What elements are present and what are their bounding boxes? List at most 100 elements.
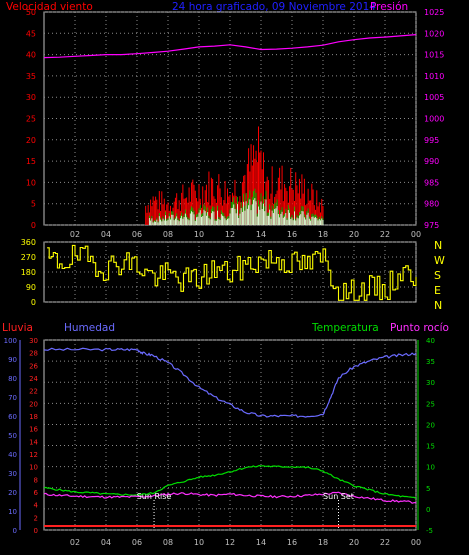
hour-tick-label: 10 xyxy=(194,230,204,239)
wind-direction-tick-label: 0 xyxy=(31,298,36,307)
hour-tick-label: 22 xyxy=(380,230,390,239)
humidity-tick-label: 22 xyxy=(29,388,38,396)
wind-speed-tick-label: 40 xyxy=(26,51,36,60)
pressure-line xyxy=(43,34,417,59)
rain-tick-label: 30 xyxy=(8,470,17,478)
dewpoint-line xyxy=(43,491,417,504)
humidity-tick-label: 10 xyxy=(29,464,38,472)
compass-s: S xyxy=(434,269,441,282)
pressure-tick-label: 1020 xyxy=(424,29,444,38)
humidity-temp-grid xyxy=(44,339,417,531)
wind-direction-tick-label: 270 xyxy=(21,253,36,262)
hour-tick-label: 10 xyxy=(194,538,204,547)
rain-tick-label: 70 xyxy=(8,394,17,402)
humidity-tick-label: 4 xyxy=(34,502,39,510)
humidity-tick-label: 18 xyxy=(29,413,38,421)
humidity-title: Humedad xyxy=(64,322,115,334)
humidity-temp-x-axis: 02 04 06 08 10 12 14 16 18 20 22 00 xyxy=(70,538,421,547)
wind-speed-tick-label: 15 xyxy=(26,157,36,166)
hour-tick-label: 20 xyxy=(349,230,359,239)
sun-events: Sun Rise Sun Set xyxy=(137,492,354,530)
rain-title: Lluvia xyxy=(2,322,33,334)
humidity-line xyxy=(43,347,417,418)
hour-tick-label: 12 xyxy=(225,230,235,239)
hour-tick-label: 12 xyxy=(225,538,235,547)
compass-axis: N W S E N xyxy=(434,239,445,312)
humidity-tick-label: 26 xyxy=(29,362,38,370)
dewpoint-title: Punto rocío xyxy=(390,322,449,334)
humidity-tick-label: 14 xyxy=(29,438,38,446)
temperature-tick-label: -5 xyxy=(426,527,433,535)
hour-tick-label: 04 xyxy=(101,230,111,239)
temperature-tick-label: 35 xyxy=(426,358,435,366)
date-title: 24 hora graficado, 09 Noviembre 2014 xyxy=(172,1,376,13)
temperature-line xyxy=(43,464,417,499)
temperature-y-axis: -5 0 5 10 15 20 25 30 35 40 xyxy=(417,337,435,535)
wind-direction-tick-label: 180 xyxy=(21,268,36,277)
wind-series xyxy=(145,126,324,225)
wind-speed-tick-label: 35 xyxy=(26,72,36,81)
temperature-tick-label: 25 xyxy=(426,400,435,408)
hour-tick-label: 00 xyxy=(411,538,421,547)
rain-tick-label: 0 xyxy=(13,527,17,535)
compass-n-bottom: N xyxy=(434,299,442,312)
hour-tick-label: 06 xyxy=(132,538,142,547)
rain-tick-label: 20 xyxy=(8,489,17,497)
pressure-tick-label: 985 xyxy=(424,178,439,187)
temperature-title: Temperatura xyxy=(311,322,379,334)
wind-direction-grid xyxy=(44,241,417,303)
wind-direction-panel: 0 90 180 270 360 N W S E N xyxy=(21,238,445,312)
wind-direction-tick-label: 360 xyxy=(21,238,36,247)
humidity-tick-label: 8 xyxy=(34,476,38,484)
humidity-tick-label: 6 xyxy=(34,489,39,497)
pressure-tick-label: 1000 xyxy=(424,115,444,124)
wind-pressure-grid xyxy=(44,11,417,226)
compass-e: E xyxy=(434,284,441,297)
compass-n-top: N xyxy=(434,239,442,252)
pressure-tick-label: 1005 xyxy=(424,93,444,102)
compass-w: W xyxy=(434,254,445,267)
pressure-tick-label: 995 xyxy=(424,136,439,145)
wind-direction-tick-label: 90 xyxy=(26,283,36,292)
temperature-tick-label: 0 xyxy=(426,506,430,514)
sunset-label: Sun Set xyxy=(323,492,354,501)
rain-tick-label: 60 xyxy=(8,413,17,421)
humidity-tick-label: 28 xyxy=(29,350,38,358)
wind-speed-tick-label: 30 xyxy=(26,93,36,102)
temperature-tick-label: 5 xyxy=(426,485,430,493)
pressure-tick-label: 1025 xyxy=(424,8,444,17)
wind-speed-y-axis: 0 5 10 15 20 25 30 35 40 45 50 xyxy=(26,8,36,230)
wind-speed-tick-label: 25 xyxy=(26,115,36,124)
temperature-tick-label: 40 xyxy=(426,337,435,345)
humidity-tick-label: 30 xyxy=(29,337,38,345)
humidity-tick-label: 20 xyxy=(29,400,38,408)
hour-tick-label: 14 xyxy=(256,230,266,239)
humidity-tick-label: 0 xyxy=(34,527,38,535)
rain-tick-label: 40 xyxy=(8,451,17,459)
hour-tick-label: 00 xyxy=(411,230,421,239)
wind-direction-y-axis: 0 90 180 270 360 xyxy=(21,238,36,307)
pressure-title: Presión xyxy=(370,1,408,13)
pressure-tick-label: 1015 xyxy=(424,51,444,60)
wind-speed-tick-label: 5 xyxy=(31,200,36,209)
rain-tick-label: 80 xyxy=(8,375,17,383)
humidity-tick-label: 2 xyxy=(34,514,38,522)
hour-tick-label: 16 xyxy=(287,538,297,547)
temperature-tick-label: 15 xyxy=(426,443,435,451)
hour-tick-label: 14 xyxy=(256,538,266,547)
hour-tick-label: 20 xyxy=(349,538,359,547)
hour-tick-label: 18 xyxy=(318,538,328,547)
humidity-tick-label: 24 xyxy=(29,375,38,383)
hour-tick-label: 02 xyxy=(70,538,80,547)
wind-speed-tick-label: 10 xyxy=(26,178,36,187)
temperature-tick-label: 20 xyxy=(426,421,435,429)
pressure-tick-label: 980 xyxy=(424,200,439,209)
rain-tick-label: 10 xyxy=(8,508,17,516)
hour-tick-label: 06 xyxy=(132,230,142,239)
rain-y-axis: 0 10 20 30 40 50 60 70 80 90 100 xyxy=(4,337,21,535)
hour-tick-label: 08 xyxy=(163,538,173,547)
wind-speed-tick-label: 45 xyxy=(26,29,36,38)
